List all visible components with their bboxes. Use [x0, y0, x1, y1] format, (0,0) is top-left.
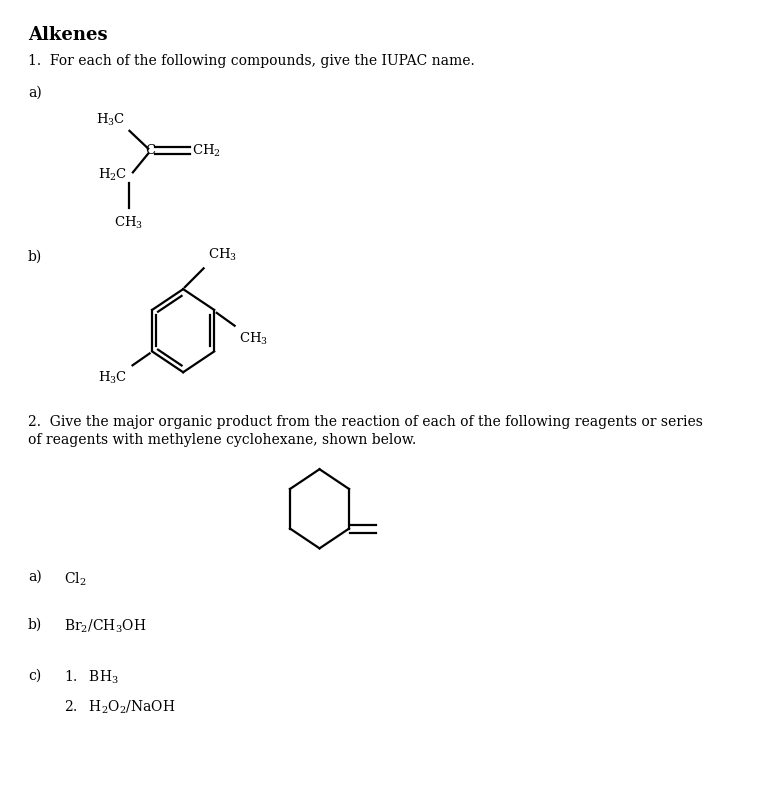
Text: C: C	[146, 144, 156, 157]
Text: $\mathregular{H_3C}$: $\mathregular{H_3C}$	[96, 112, 125, 128]
Text: a): a)	[28, 85, 42, 99]
Text: $\mathregular{1.\ \ BH_3}$: $\mathregular{1.\ \ BH_3}$	[64, 669, 118, 686]
Text: $\mathregular{CH_3}$: $\mathregular{CH_3}$	[114, 215, 143, 231]
Text: of reagents with methylene cyclohexane, shown below.: of reagents with methylene cyclohexane, …	[28, 433, 416, 447]
Text: Alkenes: Alkenes	[28, 26, 108, 44]
Text: 2.  Give the major organic product from the reaction of each of the following re: 2. Give the major organic product from t…	[28, 414, 703, 429]
Text: $\mathregular{Br_2/CH_3OH}$: $\mathregular{Br_2/CH_3OH}$	[64, 618, 146, 635]
Text: $\mathregular{CH_3}$: $\mathregular{CH_3}$	[208, 247, 237, 263]
Text: $\mathregular{H_2C}$: $\mathregular{H_2C}$	[98, 167, 127, 184]
Text: 1.  For each of the following compounds, give the IUPAC name.: 1. For each of the following compounds, …	[28, 54, 474, 68]
Text: b): b)	[28, 618, 42, 632]
Text: $\mathregular{H_3C}$: $\mathregular{H_3C}$	[99, 370, 128, 386]
Text: a): a)	[28, 570, 42, 584]
Text: c): c)	[28, 669, 41, 683]
Text: $\mathregular{CH_2}$: $\mathregular{CH_2}$	[192, 143, 221, 158]
Text: $\mathregular{CH_3}$: $\mathregular{CH_3}$	[239, 331, 268, 347]
Text: $\mathregular{2.\ \ H_2O_2/NaOH}$: $\mathregular{2.\ \ H_2O_2/NaOH}$	[64, 699, 176, 716]
Text: $\mathregular{Cl_2}$: $\mathregular{Cl_2}$	[64, 570, 86, 588]
Text: b): b)	[28, 250, 42, 263]
